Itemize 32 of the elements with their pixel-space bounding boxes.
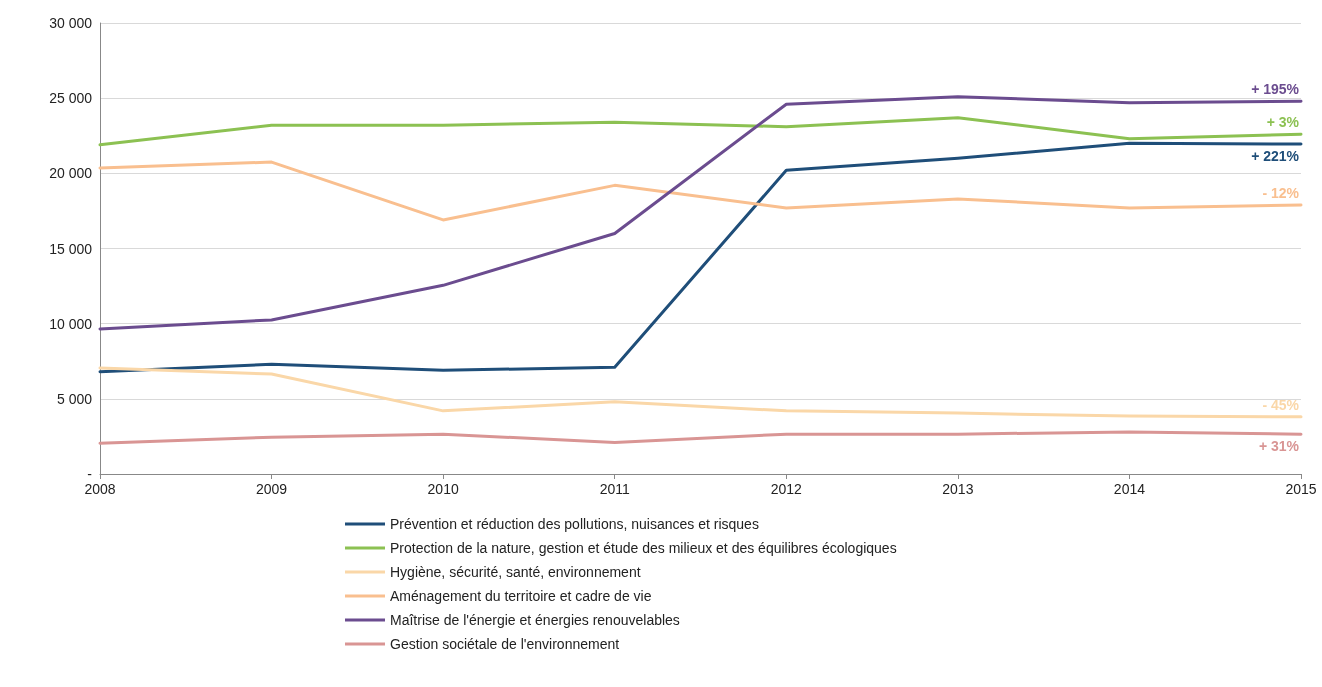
legend-label: Protection de la nature, gestion et étude des milieux et des équilibres écologiques xyxy=(390,540,897,556)
x-tick-label: 2008 xyxy=(84,481,116,497)
y-tick-label: 20 000 xyxy=(49,165,93,182)
legend-label: Aménagement du territoire et cadre de vie xyxy=(390,588,652,604)
x-tick-label: 2015 xyxy=(1285,481,1317,497)
line-series xyxy=(98,160,1303,222)
annotation: - 12% xyxy=(1262,184,1300,201)
legend-label: Gestion sociétale de l'environnement xyxy=(390,636,620,652)
y-tick-label: - xyxy=(87,466,93,482)
y-tick-label: 30 000 xyxy=(49,15,93,31)
line-series xyxy=(98,141,1303,374)
annotation: + 221% xyxy=(1251,148,1300,165)
annotation: - 45% xyxy=(1262,396,1300,413)
legend-label: Hygiène, sécurité, santé, environnement xyxy=(390,564,641,580)
annotation: + 31% xyxy=(1258,438,1300,455)
y-tick-label: 15 000 xyxy=(49,240,93,257)
y-tick-label: 10 000 xyxy=(49,315,93,332)
x-tick-label: 2012 xyxy=(770,481,803,497)
line-series xyxy=(98,95,1303,331)
legend-label: Maîtrise de l'énergie et énergies renouvelables xyxy=(390,612,680,628)
x-tick-label: 2013 xyxy=(942,481,974,497)
y-tick-label: 25 000 xyxy=(49,90,93,107)
line-series xyxy=(98,116,1303,147)
annotation: + 195% xyxy=(1251,81,1300,98)
x-tick-label: 2010 xyxy=(427,481,459,497)
x-tick-label: 2011 xyxy=(599,481,630,497)
legend-label: Prévention et réduction des pollutions, nuisances et risques xyxy=(390,516,759,532)
x-tick-label: 2009 xyxy=(255,481,288,497)
annotation: + 3% xyxy=(1266,114,1300,131)
line-series xyxy=(98,366,1303,419)
y-tick-label: 5 000 xyxy=(56,390,93,407)
x-tick-label: 2014 xyxy=(1113,481,1146,497)
